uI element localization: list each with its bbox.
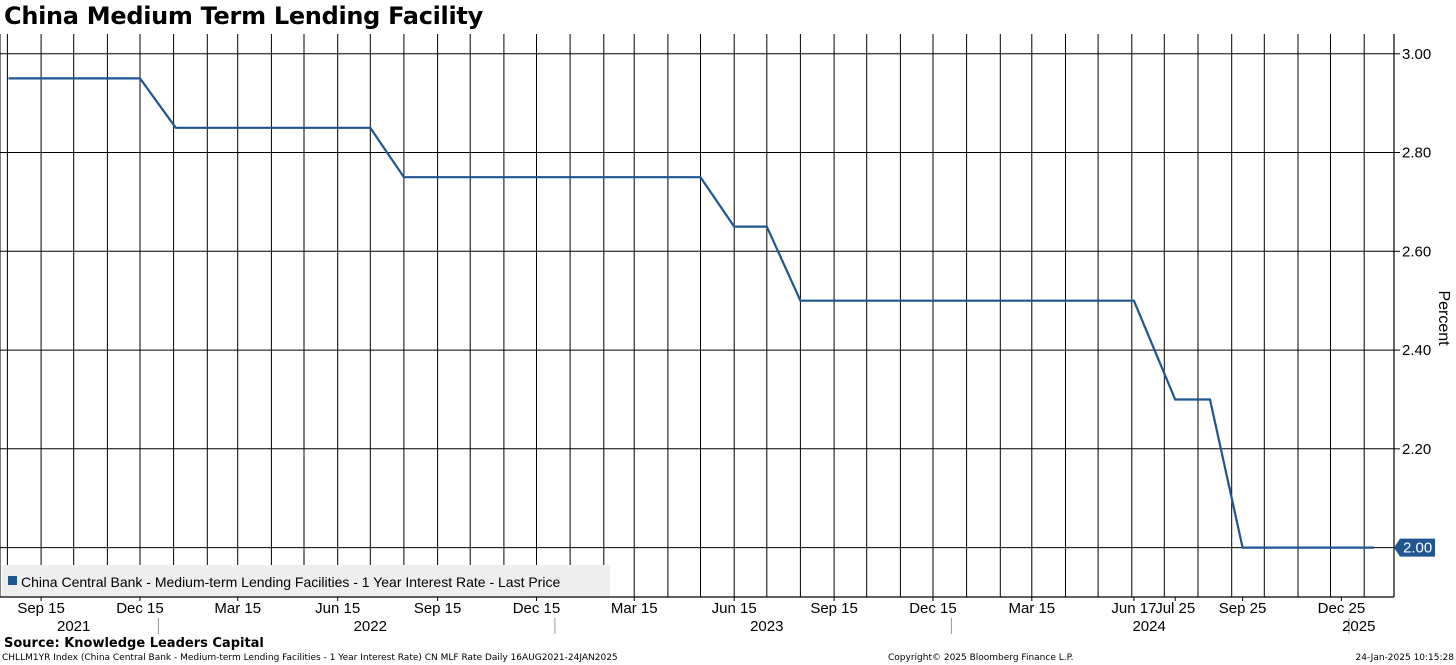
series-line [8, 77, 1374, 549]
x-tick-label: Sep 15 [414, 600, 462, 617]
x-tick-label: Dec 25 [1318, 600, 1366, 617]
y-tick-label: 2.40 [1402, 342, 1431, 359]
timestamp: 24-Jan-2025 10:15:28 [1355, 653, 1454, 663]
x-tick-label: Jun 17 [1111, 600, 1156, 617]
x-tick-label: Jun 15 [712, 600, 757, 617]
legend: China Central Bank - Medium-term Lending… [2, 565, 610, 597]
y-tick-label: 2.60 [1402, 243, 1431, 260]
x-tick-label: Sep 15 [17, 600, 65, 617]
year-label: 2023 [750, 618, 783, 635]
x-tick-label: Mar 15 [214, 600, 261, 617]
legend-label: China Central Bank - Medium-term Lending… [21, 574, 560, 590]
year-label: 2025 [1342, 618, 1375, 635]
year-label: 2021 [57, 618, 90, 635]
y-axis-ticks: 2.20 2.40 2.60 2.80 3.00 2.00 [1394, 46, 1435, 557]
axes [0, 34, 1395, 598]
x-tick-label: Sep 25 [1219, 600, 1267, 617]
legend-box [2, 565, 610, 597]
last-value-marker [1394, 538, 1435, 557]
source-note: Source: Knowledge Leaders Capital [4, 636, 264, 651]
x-tick-label: Jul 25 [1155, 600, 1195, 617]
chart-title: China Medium Term Lending Facility [4, 2, 483, 30]
x-axis-ticks: Sep 15 Dec 15 Mar 15 Jun 15 Sep 15 Dec 15 Mar … [17, 597, 1375, 635]
year-label: 2022 [354, 618, 387, 635]
y-axis-label: Percent [1435, 290, 1452, 346]
series-layer [8, 77, 1374, 549]
copyright: Copyright© 2025 Bloomberg Finance L.P. [888, 653, 1074, 663]
x-tick-label: Jun 15 [315, 600, 360, 617]
x-tick-label: Mar 15 [611, 600, 658, 617]
x-tick-label: Dec 15 [909, 600, 957, 617]
x-tick-label: Dec 15 [513, 600, 561, 617]
x-tick-label: Mar 15 [1008, 600, 1055, 617]
y-tick-label: 3.00 [1402, 46, 1431, 63]
x-tick-label: Dec 15 [116, 600, 164, 617]
year-label: 2024 [1132, 618, 1165, 635]
gridlines [0, 34, 1394, 597]
x-tick-label: Sep 15 [810, 600, 858, 617]
y-tick-label: 2.20 [1402, 441, 1431, 458]
series-description: CHLLM1YR Index (China Central Bank - Med… [2, 653, 618, 663]
last-value-label: 2.00 [1403, 540, 1432, 557]
y-tick-label: 2.80 [1402, 145, 1431, 162]
legend-swatch [8, 576, 17, 585]
